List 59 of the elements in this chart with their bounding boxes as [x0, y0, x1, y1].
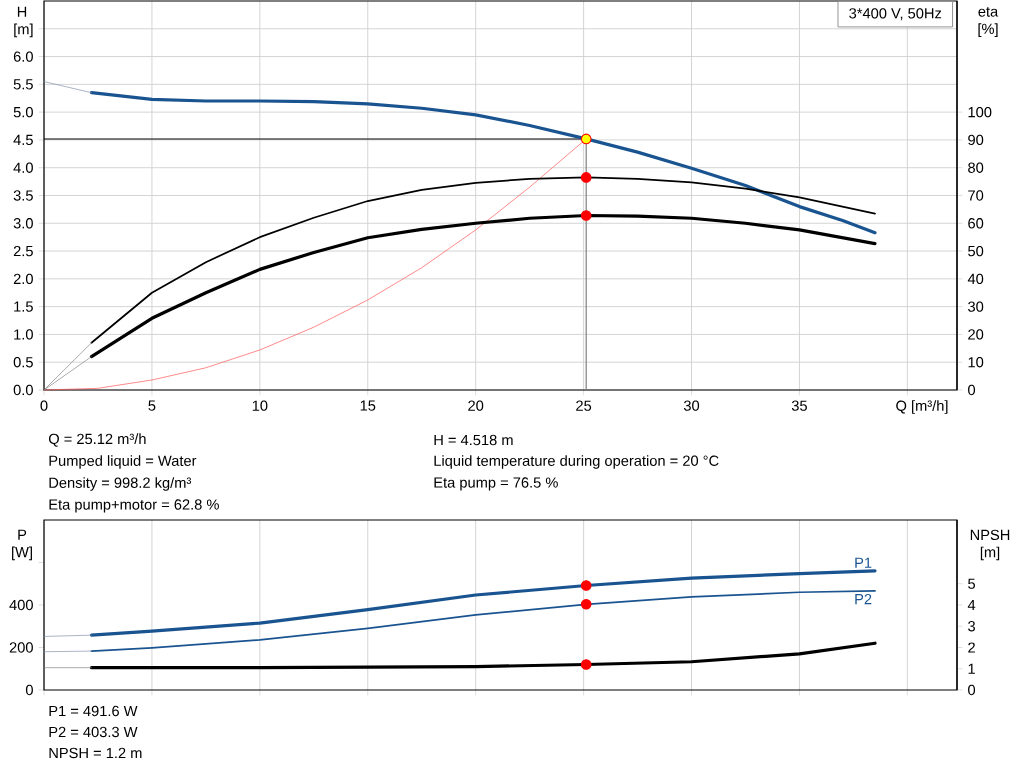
y-tick-label: 0.0	[13, 384, 33, 396]
y2-tick-label: 20	[968, 329, 984, 340]
text: Liquid temperature during operation = 20 °C	[434, 455, 719, 469]
text: P1 = 491.6 W	[49, 705, 138, 717]
y2-tick-label: 30	[968, 301, 984, 312]
text: Q = 25.12 m³/h	[48, 433, 146, 447]
text: H = 4.518 m	[434, 434, 513, 446]
y2-tick-label: 0	[968, 384, 976, 396]
y2-tick-label: 60	[968, 218, 984, 229]
y2-tick-label: 2	[968, 642, 975, 653]
y-tick-label: 4.0	[13, 162, 33, 173]
y2-tick-label: 80	[968, 162, 984, 173]
y-tick-label: 2.0	[13, 273, 33, 285]
y2-tick-label: 4	[967, 599, 976, 611]
y-tick-label: 0	[25, 684, 33, 696]
y-tick-label: 3.5	[13, 190, 33, 201]
y-tick-label: 400	[9, 599, 33, 611]
y2-axis-title: eta [%]	[978, 7, 999, 37]
y2-tick-label: 10	[968, 357, 984, 368]
y2-tick-label: 0	[968, 684, 976, 696]
y2-tick-label: 100	[968, 106, 992, 118]
text: Density = 998.2 kg/m³	[49, 477, 192, 491]
y2-tick-label: 50	[968, 245, 984, 257]
text: Eta pump = 76.5 %	[434, 477, 558, 491]
y2-tick-label: 3	[968, 621, 975, 632]
y-tick-label: 2.5	[13, 245, 33, 257]
y2-tick-label: 70	[968, 190, 984, 201]
x-tick-label: 0	[40, 400, 48, 411]
y-axis-title: P [W]	[12, 529, 32, 561]
y-tick-label: 200	[9, 642, 33, 653]
x-axis-title: Q [m³/h]	[896, 400, 948, 414]
x-tick-label: 30	[683, 400, 700, 411]
text: Pumped liquid = Water	[49, 455, 197, 469]
y-axis-title: H [m]	[14, 6, 33, 38]
y2-tick-label: 5	[968, 578, 976, 589]
y-tick-label: 5.5	[13, 79, 33, 90]
y2-tick-label: 40	[967, 273, 984, 285]
y-tick-label: 5.0	[13, 106, 33, 118]
x-tick-label: 5	[148, 400, 156, 411]
x-tick-label: 35	[791, 400, 807, 411]
x-tick-label: 20	[468, 400, 484, 411]
y-tick-label: 1.5	[14, 301, 33, 312]
x-tick-label: 10	[252, 400, 268, 411]
text: Eta pump+motor = 62.8 %	[49, 499, 219, 513]
y-tick-label: 1.0	[14, 329, 33, 340]
text: NPSH = 1.2 m	[49, 747, 142, 759]
series-label: P1	[855, 557, 872, 568]
series-label: P2	[855, 593, 872, 605]
y-tick-label: 6.0	[13, 51, 33, 62]
y2-axis-title: NPSH [m]	[970, 529, 1010, 561]
y-tick-label: 3.0	[13, 218, 33, 229]
x-tick-label: 25	[576, 400, 592, 411]
y2-tick-label: 90	[968, 134, 984, 146]
text: P2 = 403.3 W	[49, 726, 138, 738]
chart-title: 3*400 V, 50Hz	[849, 8, 942, 21]
y-tick-label: 4.5	[13, 134, 33, 146]
y2-tick-label: 1	[968, 663, 975, 674]
y-tick-label: 0.5	[13, 357, 33, 368]
x-tick-label: 15	[360, 400, 376, 411]
